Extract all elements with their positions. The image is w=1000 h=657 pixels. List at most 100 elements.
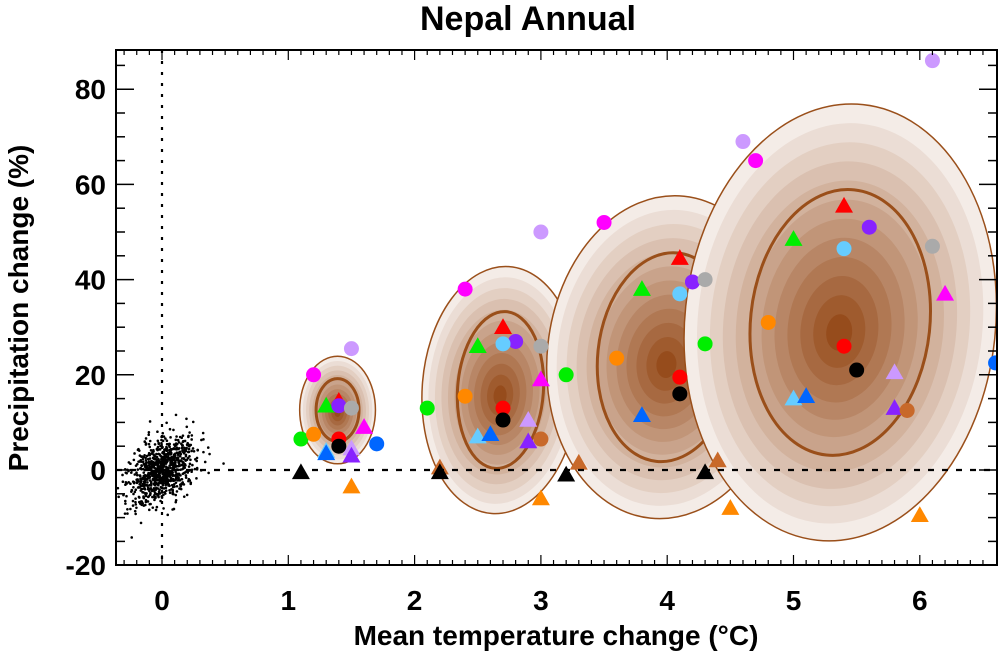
control-point (152, 464, 156, 468)
control-point (135, 471, 138, 474)
triangle-marker (342, 446, 361, 463)
control-point (146, 500, 150, 503)
control-point (148, 445, 152, 449)
control-point (134, 503, 138, 506)
control-point (117, 495, 120, 499)
control-point (180, 446, 184, 450)
series-lavender (342, 53, 940, 456)
series-magenta (306, 153, 955, 434)
control-point (164, 482, 167, 485)
control-point (168, 491, 172, 495)
y-tick-label: 80 (75, 74, 106, 105)
circle-marker (558, 367, 574, 383)
control-point (171, 489, 175, 493)
control-point (172, 482, 176, 486)
control-point (157, 442, 161, 446)
control-point (164, 486, 168, 490)
control-point (188, 462, 192, 466)
control-point (170, 483, 174, 487)
series-purple (331, 219, 904, 463)
control-point (151, 460, 155, 464)
control-point (146, 495, 150, 499)
circle-marker (988, 355, 997, 371)
control-point (162, 460, 166, 463)
control-point (142, 504, 146, 507)
control-point (173, 454, 177, 457)
control-point (180, 477, 183, 481)
control-point (144, 443, 148, 446)
control-point (171, 473, 175, 477)
control-point (126, 512, 129, 515)
control-point (181, 449, 184, 452)
circle-marker (533, 431, 549, 447)
y-tick-label: 60 (75, 169, 106, 200)
circle-marker (369, 436, 385, 452)
control-point (173, 444, 177, 448)
control-point (150, 474, 154, 478)
control-point (189, 458, 192, 462)
control-point (137, 479, 140, 483)
control-point (144, 459, 148, 462)
inner-contour (455, 310, 546, 470)
distribution-period-4 (683, 103, 997, 542)
triangle-marker (885, 363, 904, 380)
control-point (145, 465, 149, 469)
control-point (156, 439, 160, 443)
control-point (185, 425, 189, 429)
control-point (160, 460, 164, 463)
triangle-marker (342, 477, 361, 494)
control-point (145, 454, 149, 458)
circle-marker (508, 333, 524, 349)
control-point (148, 479, 152, 482)
x-tick-label: 2 (407, 585, 423, 616)
control-point (153, 443, 157, 446)
control-point (157, 492, 160, 496)
control-point (169, 453, 173, 456)
control-point (139, 458, 143, 462)
control-point (188, 431, 191, 434)
control-point (149, 484, 153, 487)
control-point (149, 448, 153, 452)
control-point (125, 494, 128, 498)
control-point (167, 457, 171, 461)
circle-marker (924, 238, 940, 254)
control-point (162, 507, 165, 510)
circle-marker (457, 281, 473, 297)
x-tick-label: 6 (912, 585, 928, 616)
circle-marker (697, 272, 713, 288)
control-point (178, 435, 182, 439)
control-point (203, 460, 207, 464)
y-tick-label: 0 (90, 455, 106, 486)
x-tick-label: 3 (533, 585, 549, 616)
x-tick-label: 1 (281, 585, 297, 616)
triangle-marker (784, 230, 803, 246)
control-point (160, 495, 164, 498)
control-point (172, 492, 175, 496)
circle-marker (684, 274, 700, 290)
control-point (187, 447, 191, 451)
control-point (149, 482, 153, 485)
control-point (140, 500, 144, 503)
control-point (133, 473, 137, 476)
control-point (156, 463, 160, 467)
control-point (162, 435, 166, 438)
control-point (172, 507, 176, 511)
control-point (133, 490, 137, 494)
control-point (206, 446, 210, 449)
control-point (140, 477, 144, 481)
control-point (161, 471, 165, 474)
circle-marker (419, 400, 435, 416)
control-point (179, 474, 182, 477)
control-point (189, 482, 193, 486)
triangle-marker (494, 318, 513, 334)
control-point (146, 481, 149, 484)
control-point (174, 481, 178, 484)
control-point (182, 446, 186, 450)
control-point (142, 495, 145, 498)
series-blue (317, 355, 997, 461)
control-point (169, 466, 172, 470)
control-point (132, 485, 135, 489)
control-point (185, 446, 188, 450)
control-point (181, 460, 184, 463)
control-point (170, 479, 174, 482)
